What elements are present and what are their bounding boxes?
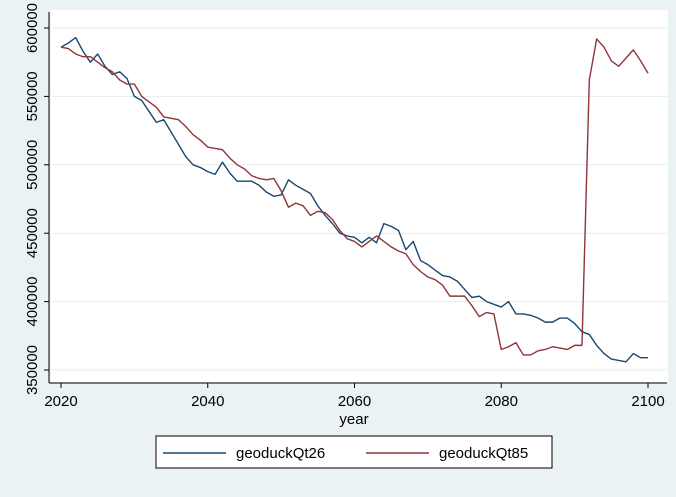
legend-box [155, 435, 553, 469]
x-axis-label: year [339, 411, 368, 428]
y-tick-label: 450000 [24, 208, 41, 258]
x-tick-label: 2060 [338, 393, 371, 410]
x-tick-label: 2020 [44, 393, 77, 410]
plot-area [51, 10, 668, 382]
x-tick-label: 2040 [191, 393, 224, 410]
x-tick-label: 2100 [631, 393, 664, 410]
y-tick-label: 550000 [24, 71, 41, 121]
legend: geoduckQt26 geoduckQt85 [155, 435, 553, 469]
y-tick-label: 500000 [24, 140, 41, 190]
axes: 350000 400000 450000 500000 550000 600000 2020… [24, 3, 667, 410]
y-tick-label: 350000 [24, 345, 41, 395]
series-lines [60, 36, 649, 363]
x-tick-label: 2080 [485, 393, 518, 410]
series-line-1 [60, 36, 648, 363]
legend-label-1: geoduckQt26 [236, 445, 325, 462]
y-tick-label: 600000 [24, 3, 41, 53]
grid-lines [52, 27, 667, 371]
y-tick-label: 400000 [24, 277, 41, 327]
series-line-2 [60, 38, 649, 356]
legend-label-2: geoduckQt85 [439, 445, 528, 462]
